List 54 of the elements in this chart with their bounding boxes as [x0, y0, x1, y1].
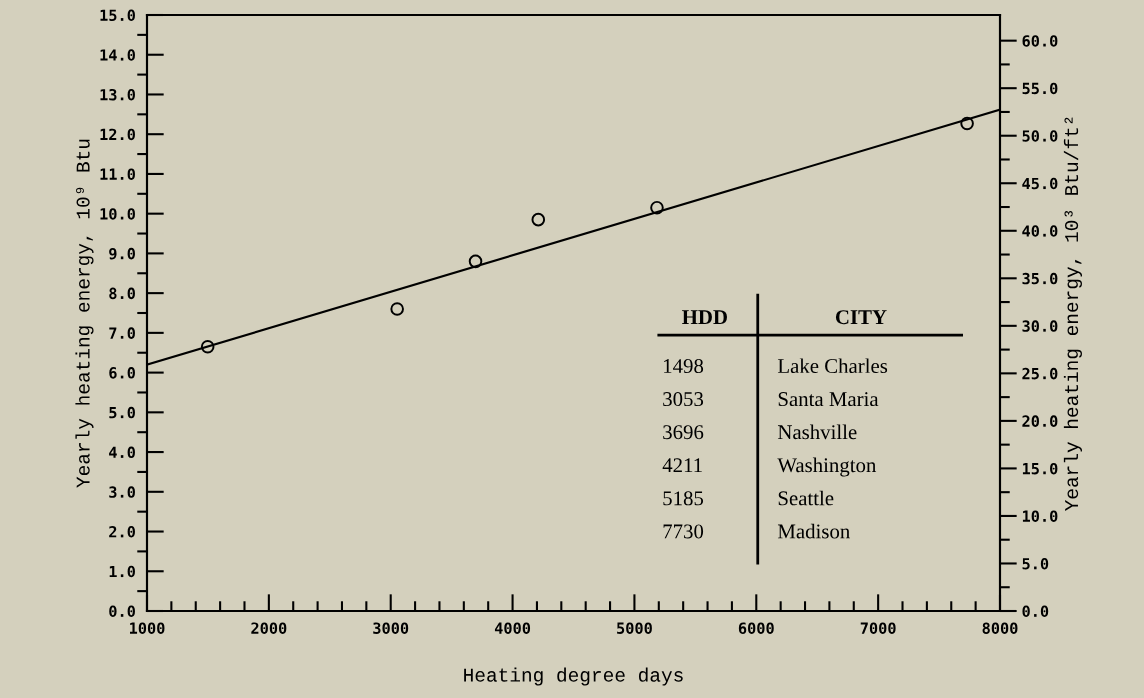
x-tick-label: 3000 — [373, 622, 409, 634]
y-tick-label: 3.0 — [109, 486, 135, 498]
annotation: Nashville — [777, 424, 857, 440]
annotation: 5185 — [663, 491, 704, 506]
y-tick-label: 4.0 — [109, 446, 135, 459]
y-tick-label: 15.0 — [100, 9, 135, 22]
y2-tick-label: 40.0 — [1022, 225, 1058, 237]
y2-tick-label: 10.0 — [1022, 510, 1058, 522]
annotation: HDD — [682, 310, 727, 325]
y2-tick-label: 30.0 — [1022, 320, 1058, 332]
y-tick-label: 12.0 — [100, 128, 135, 141]
annotation: Santa Maria — [778, 392, 879, 407]
x-tick-label: 2000 — [251, 622, 287, 634]
y2-tick-label: 15.0 — [1022, 462, 1058, 475]
y-tick-label: 5.0 — [109, 406, 135, 419]
annotation: 3696 — [663, 425, 704, 440]
y2-tick-label: 45.0 — [1022, 177, 1058, 190]
x-tick-label: 5000 — [617, 622, 652, 634]
annotation: Lake Charles — [777, 358, 888, 374]
annotation: 7730 — [663, 524, 704, 539]
y-tick-label: 11.0 — [100, 168, 135, 180]
y-tick-label: 6.0 — [109, 367, 135, 379]
y2-tick-label: 35.0 — [1022, 272, 1058, 285]
y-tick-label: 8.0 — [109, 287, 135, 300]
annotation: 3053 — [663, 392, 704, 407]
y2-axis-title: Yearly heating energy, 10³ Btu/ft² — [1063, 117, 1082, 512]
y-tick-label: 0.0 — [109, 605, 135, 618]
annotation: Madison — [777, 523, 850, 539]
x-tick-label: 7000 — [860, 622, 896, 634]
annotation: Washington — [777, 457, 877, 477]
annotation: CITY — [835, 310, 887, 325]
x-tick-label: 4000 — [494, 622, 531, 634]
y2-tick-label: 50.0 — [1022, 130, 1058, 142]
y2-tick-label: 60.0 — [1022, 35, 1058, 47]
y-axis-title: Yearly heating energy, 10⁹ Btu — [75, 139, 94, 488]
annotation: Seattle — [778, 490, 834, 506]
y-tick-label: 10.0 — [100, 208, 135, 220]
y-tick-label: 1.0 — [109, 565, 135, 578]
y2-tick-label: 20.0 — [1022, 415, 1058, 427]
annotation: 1498 — [664, 358, 704, 374]
y2-tick-label: 55.0 — [1022, 82, 1058, 95]
y-tick-label: 2.0 — [109, 526, 135, 538]
y-tick-label: 14.0 — [100, 49, 135, 61]
x-axis-title: Heating degree days — [464, 667, 683, 686]
x-tick-label: 1000 — [130, 622, 165, 634]
x-tick-label: 6000 — [738, 622, 774, 634]
y-tick-label: 9.0 — [109, 247, 135, 260]
annotation: 4211 — [662, 458, 702, 473]
x-tick-label: 8000 — [982, 622, 1018, 634]
y-tick-label: 7.0 — [109, 327, 135, 339]
y2-tick-label: 25.0 — [1022, 367, 1058, 380]
y2-tick-label: 0.0 — [1022, 605, 1049, 618]
y2-tick-label: 5.0 — [1022, 557, 1049, 570]
y-tick-label: 13.0 — [100, 88, 135, 101]
